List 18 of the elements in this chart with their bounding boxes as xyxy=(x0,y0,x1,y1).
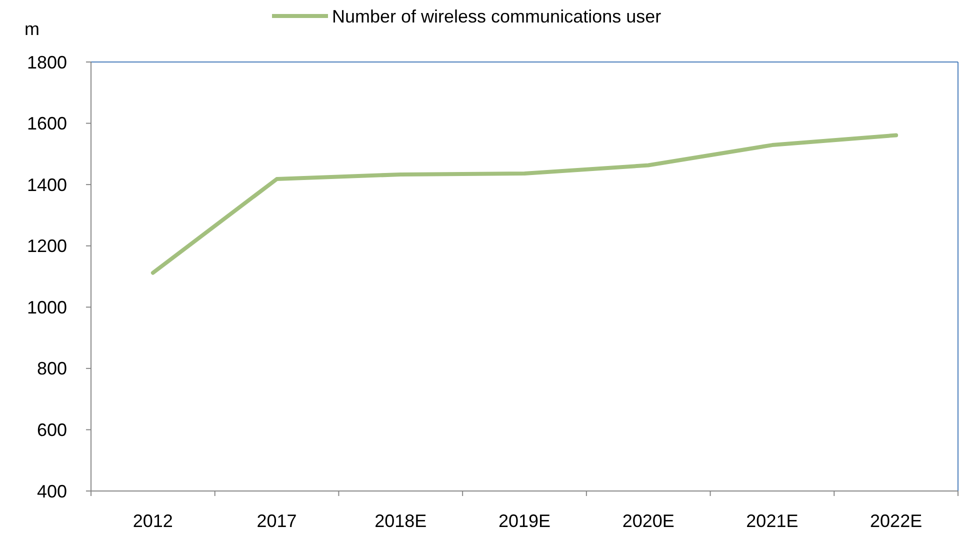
y-tick-label: 1200 xyxy=(26,236,67,256)
line-series xyxy=(150,133,898,275)
x-tick-label: 2019E xyxy=(498,511,551,531)
x-tick-label: 2020E xyxy=(622,511,674,531)
y-axis-title: m xyxy=(24,19,40,39)
y-tick-label: 1800 xyxy=(26,52,67,72)
legend-label: Number of wireless communications user xyxy=(332,6,662,26)
y-tick-label: 400 xyxy=(36,481,67,502)
x-tick-label: 2021E xyxy=(746,511,798,531)
y-tick-label: 1600 xyxy=(26,114,67,134)
x-tick-label: 2018E xyxy=(374,511,427,531)
y-tick-label: 1000 xyxy=(26,297,67,318)
y-tick-label: 800 xyxy=(36,358,67,379)
x-tick-label: 2017 xyxy=(256,511,297,531)
x-tick-label: 2022E xyxy=(870,511,922,531)
y-tick-label: 600 xyxy=(36,420,67,440)
y-tick-label: 1400 xyxy=(26,174,67,195)
x-tick-label: 2012 xyxy=(132,511,173,531)
